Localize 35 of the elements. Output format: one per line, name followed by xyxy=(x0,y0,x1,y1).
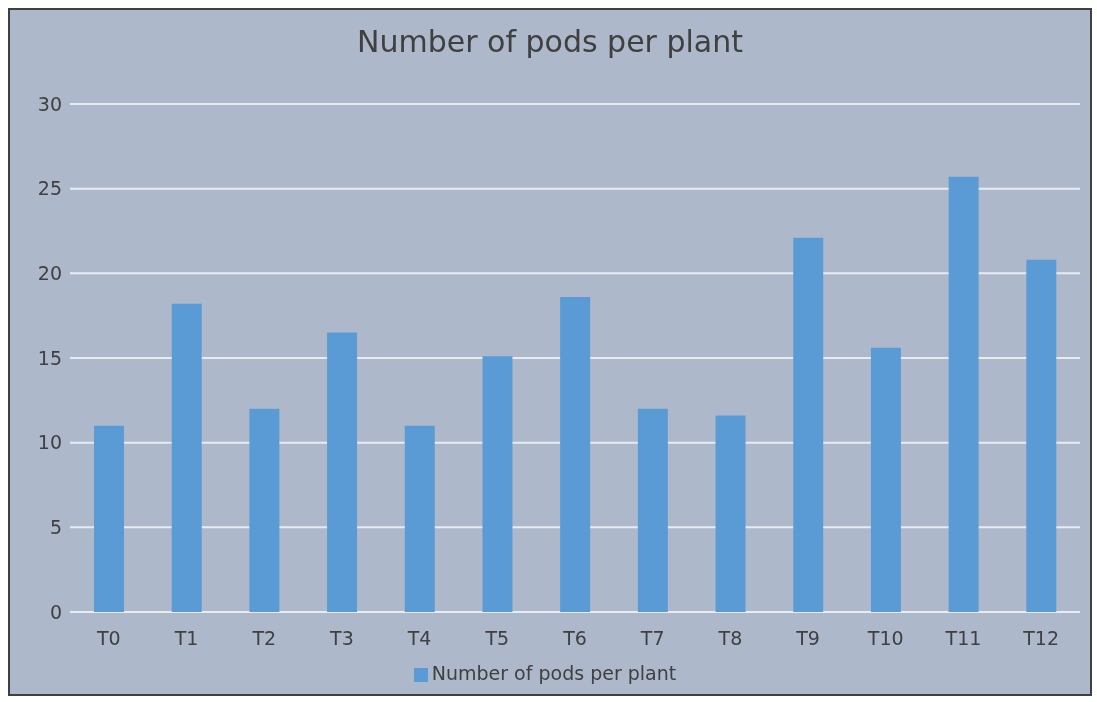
bar xyxy=(482,356,513,612)
x-tick-label: T10 xyxy=(866,627,904,650)
bar xyxy=(327,332,358,612)
bar xyxy=(560,297,591,612)
bar xyxy=(637,408,668,612)
y-tick-label: 10 xyxy=(37,431,62,454)
bar xyxy=(948,176,979,612)
y-tick-label: 15 xyxy=(37,346,62,369)
legend-label: Number of pods per plant xyxy=(431,662,677,684)
bar xyxy=(94,425,124,612)
x-tick-label: T2 xyxy=(251,627,277,650)
x-tick-label: T7 xyxy=(639,627,665,650)
x-tick-label: T1 xyxy=(173,627,199,650)
x-tick-label: T0 xyxy=(95,627,121,650)
bar xyxy=(404,425,435,612)
bar xyxy=(249,408,280,612)
x-tick-label: T8 xyxy=(717,627,743,650)
x-tick-label: T6 xyxy=(562,627,587,650)
bar xyxy=(1026,259,1057,612)
x-tick-label: T9 xyxy=(795,627,820,650)
y-tick-label: 30 xyxy=(37,92,62,115)
bar xyxy=(715,415,746,612)
x-tick-label: T12 xyxy=(1022,627,1060,650)
x-tick-label: T4 xyxy=(406,627,432,650)
x-tick-label: T3 xyxy=(329,627,354,650)
x-tick-label: T5 xyxy=(484,627,510,650)
x-tick-label: T11 xyxy=(944,627,982,650)
bar xyxy=(793,237,824,612)
bar xyxy=(171,303,202,612)
y-tick-label: 0 xyxy=(49,600,62,623)
bar xyxy=(870,347,901,612)
chart-title: Number of pods per plant xyxy=(356,23,744,61)
y-tick-label: 5 xyxy=(49,516,62,539)
y-tick-label: 25 xyxy=(37,177,62,200)
y-tick-label: 20 xyxy=(37,262,62,285)
